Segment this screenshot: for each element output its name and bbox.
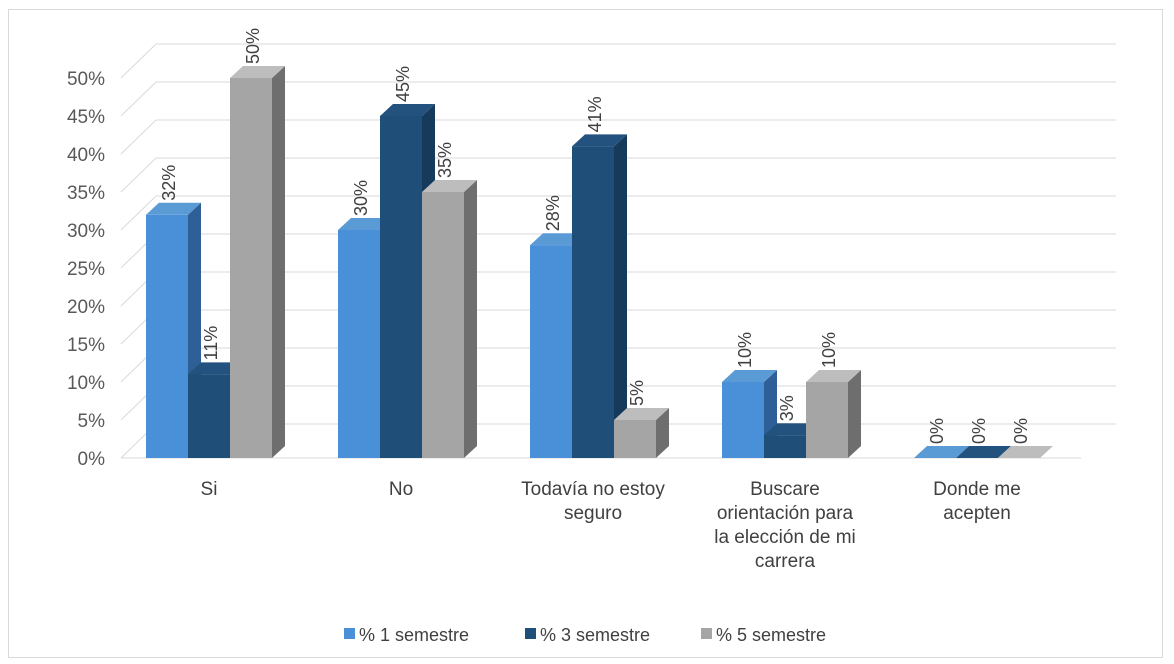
bar-chart: 0% 5% 10% 15% 20% 25% 30% 35% 40% 45% 50% 32% 11% 50%… (67, 28, 1116, 645)
bar-top (956, 446, 1011, 458)
bar-top (188, 362, 243, 375)
bar-top (914, 446, 969, 458)
y-tick-label: 20% (67, 297, 105, 318)
data-label: 35% (435, 142, 455, 178)
category-label: Si (201, 479, 218, 500)
category-label: No (389, 479, 413, 500)
gridline (120, 43, 1116, 79)
data-label: 32% (159, 165, 179, 201)
y-tick-label: 50% (67, 69, 105, 90)
data-label: 45% (393, 66, 413, 102)
data-label: 50% (243, 28, 263, 64)
gridline (120, 195, 1116, 231)
y-tick-label: 35% (67, 183, 105, 204)
data-label: 28% (543, 195, 563, 231)
bar (722, 382, 764, 458)
legend-swatch (525, 628, 536, 639)
gridline (120, 157, 1116, 193)
category-label: Buscare (750, 479, 820, 500)
bar-top (614, 408, 669, 420)
bar-top (998, 446, 1053, 458)
bar (806, 382, 848, 458)
legend-label: % 5 semestre (716, 625, 826, 645)
y-tick-label: 15% (67, 335, 105, 356)
bar-top (572, 134, 627, 147)
data-label: 10% (819, 332, 839, 368)
y-tick-label: 0% (78, 449, 106, 470)
data-label: 0% (969, 418, 989, 444)
bar-top (722, 370, 777, 382)
y-tick-label: 5% (78, 411, 106, 432)
data-label: 5% (627, 380, 647, 406)
bar (764, 435, 806, 458)
data-label: 3% (777, 395, 797, 421)
data-label: 10% (735, 332, 755, 368)
bar (380, 116, 422, 458)
bar (146, 214, 188, 458)
bar-top (422, 180, 477, 192)
bar-side (848, 370, 861, 458)
legend-swatch (701, 628, 712, 639)
bar-top (338, 218, 393, 230)
y-tick-label: 40% (67, 145, 105, 166)
legend-label: % 3 semestre (540, 625, 650, 645)
category-label: seguro (564, 503, 622, 524)
bar (572, 146, 614, 458)
chart-frame: 0% 5% 10% 15% 20% 25% 30% 35% 40% 45% 50% 32% 11% 50%… (8, 9, 1163, 658)
data-label: 30% (351, 180, 371, 216)
bar-side (614, 134, 627, 458)
bar-side (272, 66, 285, 458)
data-label: 0% (1011, 418, 1031, 444)
y-tick-label: 25% (67, 259, 105, 280)
bar (614, 420, 656, 458)
bar-top (230, 66, 285, 78)
bar-top (146, 202, 201, 215)
data-label: 0% (927, 418, 947, 444)
category-label: la elección de mi (714, 527, 856, 548)
bar (338, 230, 380, 458)
bar-side (464, 180, 477, 458)
category-label: acepten (943, 503, 1011, 524)
bar-top (806, 370, 861, 382)
bar-top (764, 423, 819, 436)
data-label: 11% (201, 326, 221, 361)
bar (422, 192, 464, 458)
bar-top (530, 233, 585, 246)
category-label: Todavía no estoy (521, 479, 665, 500)
y-tick-label: 45% (67, 107, 105, 128)
legend-label: % 1 semestre (359, 625, 469, 645)
y-tick-label: 30% (67, 221, 105, 242)
bar (530, 245, 572, 458)
data-label: 41% (585, 96, 605, 132)
category-label: orientación para (717, 503, 854, 524)
category-label: carrera (755, 551, 816, 572)
gridline (120, 81, 1116, 117)
bar-top (380, 104, 435, 116)
y-tick-label: 10% (67, 373, 105, 394)
bar (188, 374, 230, 458)
bar-side (656, 408, 669, 458)
category-label: Donde me (933, 479, 1021, 500)
legend-swatch (344, 628, 355, 639)
gridline (120, 119, 1116, 155)
bar (230, 78, 272, 458)
